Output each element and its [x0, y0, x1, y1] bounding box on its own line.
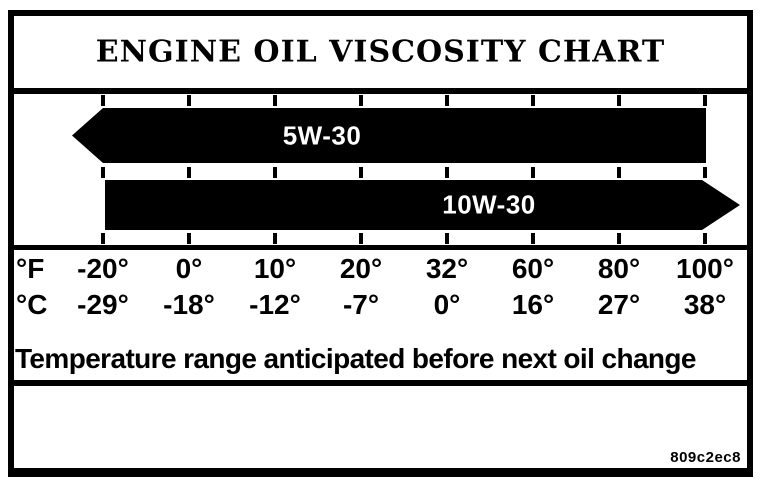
fahrenheit-tick-label: 10°	[253, 253, 297, 284]
celsius-tick-row: -29° -18° -12° -7° 0° 16° 27° 38°	[14, 289, 747, 321]
fahrenheit-unit-label: °F	[16, 253, 45, 284]
celsius-tick-label: 0°	[433, 289, 461, 320]
fahrenheit-tick-label: -20°	[77, 253, 129, 284]
tick-mark	[187, 95, 191, 106]
celsius-tick-label: 27°	[597, 289, 641, 320]
fahrenheit-tick-row: -20° 0° 10° 20° 32° 60° 80° 100°	[14, 253, 747, 285]
tick-mark	[359, 167, 363, 178]
fahrenheit-tick-label: 100°	[676, 253, 734, 284]
tick-mark	[703, 167, 707, 178]
bottom-area: 809c2ec8	[14, 386, 747, 468]
celsius-unit-label: °C	[16, 289, 48, 320]
tick-mark	[445, 233, 449, 244]
tick-mark	[703, 95, 707, 106]
chart-frame: ENGINE OIL VISCOSITY CHART 5W-30 10W-30 …	[8, 10, 753, 477]
fahrenheit-tick-label: 0°	[175, 253, 203, 284]
tick-mark	[703, 233, 707, 244]
tick-mark	[187, 233, 191, 244]
tick-mark	[359, 233, 363, 244]
tick-row-top	[14, 95, 747, 106]
celsius-tick-label: 38°	[683, 289, 727, 320]
tick-mark	[273, 167, 277, 178]
tick-mark	[359, 95, 363, 106]
celsius-tick-label: -18°	[163, 289, 215, 320]
tick-mark	[445, 95, 449, 106]
fahrenheit-tick-label: 32°	[425, 253, 469, 284]
tick-mark	[101, 167, 105, 178]
celsius-tick-label: -29°	[77, 289, 129, 320]
title-box: ENGINE OIL VISCOSITY CHART	[14, 16, 747, 94]
tick-row-bottom	[14, 233, 747, 244]
tick-mark	[187, 167, 191, 178]
fahrenheit-tick-label: 20°	[339, 253, 383, 284]
chart-area: 5W-30 10W-30	[14, 94, 747, 250]
tick-mark	[101, 95, 105, 106]
tick-mark	[531, 167, 535, 178]
bar-10w30: 10W-30	[105, 180, 740, 230]
temperature-scale: °F °C -20° 0° 10° 20° 32° 60° 80° 100° -29° -18°…	[14, 250, 747, 386]
tick-mark	[531, 95, 535, 106]
fahrenheit-tick-label: 80°	[597, 253, 641, 284]
figure-code: 809c2ec8	[670, 449, 741, 466]
tick-row-middle	[14, 167, 747, 178]
tick-mark	[617, 233, 621, 244]
bar-5w30: 5W-30	[72, 108, 706, 163]
caption: Temperature range anticipated before nex…	[15, 343, 697, 374]
bar-5w30-label: 5W-30	[282, 120, 362, 150]
tick-mark	[273, 95, 277, 106]
celsius-tick-label: -7°	[342, 289, 380, 320]
tick-mark	[617, 167, 621, 178]
celsius-tick-label: 16°	[511, 289, 555, 320]
tick-mark	[445, 167, 449, 178]
tick-mark	[101, 233, 105, 244]
page-title: ENGINE OIL VISCOSITY CHART	[95, 34, 666, 70]
bar-10w30-label: 10W-30	[442, 189, 536, 220]
celsius-tick-label: -12°	[249, 289, 301, 320]
fahrenheit-tick-label: 60°	[511, 253, 555, 284]
tick-mark	[273, 233, 277, 244]
tick-mark	[617, 95, 621, 106]
tick-mark	[531, 233, 535, 244]
